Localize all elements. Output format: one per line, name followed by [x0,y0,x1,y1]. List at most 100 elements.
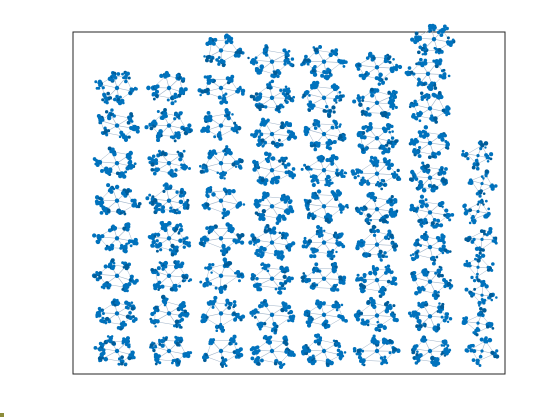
graph-node [418,119,422,123]
graph-node [114,184,120,190]
graph-edge [158,95,173,99]
graph-hub-node [374,171,380,176]
graph-node [280,214,286,219]
graph-node [386,159,391,165]
graph-node [304,127,309,132]
graph-node [307,239,313,244]
graph-node [392,317,397,322]
graph-node [92,233,97,238]
graph-node [205,202,210,208]
graph-node [169,206,173,210]
graph-node [261,197,265,202]
graph-node [283,62,287,66]
graph-node [422,164,426,168]
graph-node [112,151,117,157]
graph-node [311,179,315,183]
graph-node [130,89,134,93]
graph-node [118,95,122,99]
graph-node [440,170,443,174]
graph-node [250,133,254,137]
graph-node [423,51,428,56]
graph-hub-node [218,198,224,203]
graph-node [284,88,288,93]
graph-edge [98,312,118,314]
graph-node [131,203,136,208]
graph-node [173,324,177,328]
graph-node [301,279,305,283]
graph-node [232,305,236,309]
graph-node [282,48,287,53]
graph-node [332,119,336,123]
graph-node [324,177,328,181]
graph-node [359,239,364,243]
graph-node [159,221,164,225]
graph-node [421,53,424,56]
graph-node [109,112,113,117]
graph-node [176,323,180,327]
graph-node [386,279,391,284]
graph-node [148,201,152,205]
graph-node [123,286,127,289]
graph-node [283,124,287,128]
graph-node [337,191,343,196]
graph-node [231,113,234,116]
graph-node [434,50,438,54]
graph-edge [260,69,276,75]
graph-node [110,147,115,152]
graph-node [112,261,116,265]
graph-node [432,218,437,222]
graph-node [216,171,219,174]
graph-glyph [303,119,347,152]
graph-node [199,93,202,97]
graph-node [128,353,133,358]
graph-node [419,244,422,247]
graph-node [220,328,225,333]
graph-node [390,144,395,149]
graph-node [486,159,490,163]
graph-node [332,127,335,130]
graph-node [383,302,389,307]
graph-node [332,267,337,272]
graph-node [434,271,438,275]
graph-hub-node [321,167,327,173]
graph-node [356,94,360,98]
graph-node [366,300,371,305]
graph-hub-node [321,59,327,64]
graph-node [125,336,130,341]
graph-node [411,350,415,355]
graph-hub-node [166,273,172,279]
graph-node [278,286,283,291]
graph-edge [203,240,225,250]
graph-node [367,221,371,226]
graph-node [378,78,382,82]
graph-node [254,56,258,60]
graph-node [392,304,396,308]
graph-node [415,186,419,190]
graph-node [162,336,165,340]
graph-node [480,175,484,178]
graph-node [123,244,128,249]
graph-node [482,203,485,206]
graph-node [184,240,189,246]
graph-node [270,177,275,182]
graph-node [315,299,320,304]
graph-node [278,231,282,235]
graph-node [276,175,281,180]
graph-node [415,352,419,357]
graph-node [417,154,422,159]
graph-hub-node [218,48,224,53]
graph-node [175,73,180,78]
graph-node [207,55,211,58]
graph-node [303,198,307,202]
graph-node [152,348,156,353]
graph-edge [206,356,224,364]
graph-node [120,355,124,359]
graph-node [106,129,111,133]
graph-glyph [300,261,347,292]
graph-hub-node [166,348,172,354]
graph-node [185,236,189,240]
graph-node [437,239,440,243]
graph-node [415,324,420,329]
graph-edge [429,212,438,225]
graph-node [461,152,465,157]
